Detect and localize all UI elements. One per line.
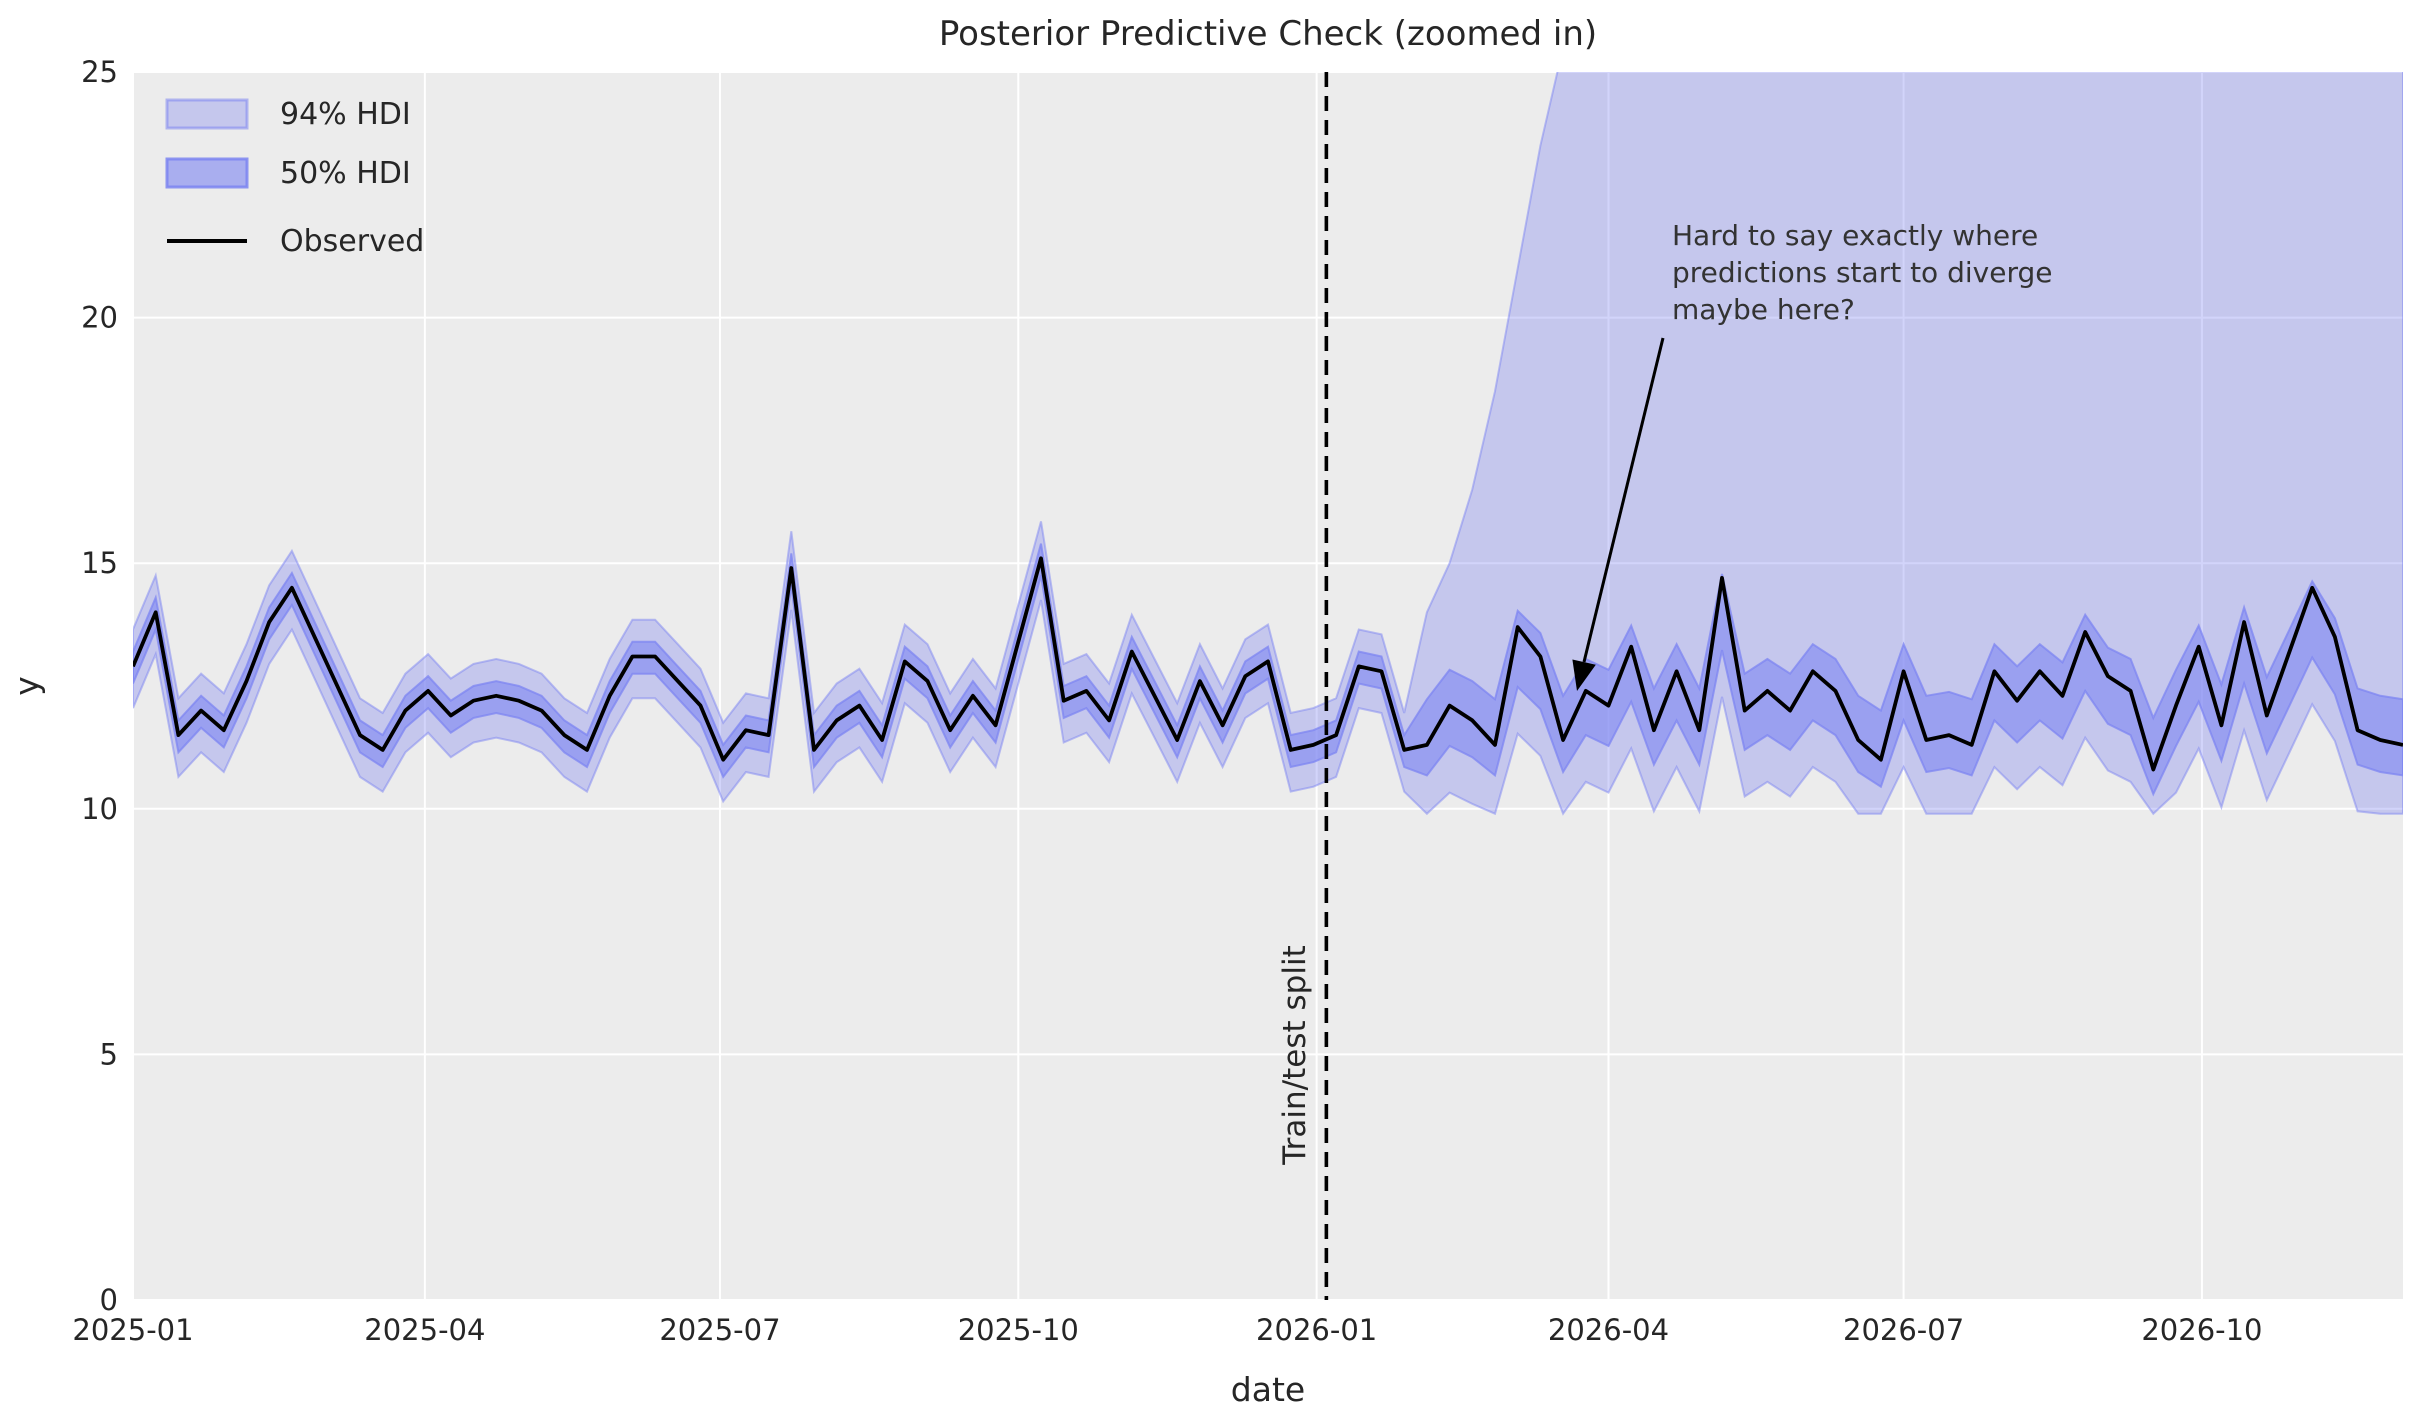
- y-tick-labels: 0 5 10 15 20 25: [81, 55, 118, 1317]
- x-axis-label: date: [1231, 1370, 1305, 1409]
- y-tick-label: 10: [81, 792, 118, 826]
- x-tick-label: 2025-07: [659, 1313, 780, 1347]
- x-tick-label: 2025-01: [72, 1313, 193, 1347]
- annotation-line-1: Hard to say exactly where: [1672, 219, 2038, 252]
- y-tick-label: 20: [81, 301, 118, 335]
- y-tick-label: 5: [100, 1037, 118, 1071]
- annotation-line-2: predictions start to diverge: [1672, 256, 2052, 289]
- y-tick-label: 15: [81, 546, 118, 580]
- x-tick-label: 2026-10: [2141, 1313, 2262, 1347]
- legend-swatch-50-hdi: [167, 159, 247, 187]
- x-tick-label: 2026-01: [1256, 1313, 1377, 1347]
- annotation-line-3: maybe here?: [1672, 293, 1855, 326]
- y-tick-label: 25: [81, 55, 118, 89]
- chart-title: Posterior Predictive Check (zoomed in): [939, 14, 1597, 54]
- legend-label-observed: Observed: [280, 224, 424, 259]
- legend-label-94-hdi: 94% HDI: [280, 97, 411, 132]
- train-test-split-label: Train/test split: [1277, 945, 1313, 1165]
- figure: Train/test split Hard to say exactly whe…: [0, 0, 2423, 1423]
- legend-swatch-94-hdi: [167, 100, 247, 128]
- x-tick-label: 2026-07: [1843, 1313, 1964, 1347]
- legend-label-50-hdi: 50% HDI: [280, 156, 411, 191]
- x-tick-label: 2025-10: [958, 1313, 1079, 1347]
- x-tick-label: 2025-04: [364, 1313, 485, 1347]
- x-tick-labels: 2025-01 2025-04 2025-07 2025-10 2026-01 2026-…: [72, 1313, 2262, 1347]
- y-tick-label: 0: [100, 1283, 118, 1317]
- posterior-predictive-chart: Train/test split Hard to say exactly whe…: [0, 0, 2423, 1423]
- x-tick-label: 2026-04: [1548, 1313, 1669, 1347]
- y-axis-label: y: [7, 676, 46, 696]
